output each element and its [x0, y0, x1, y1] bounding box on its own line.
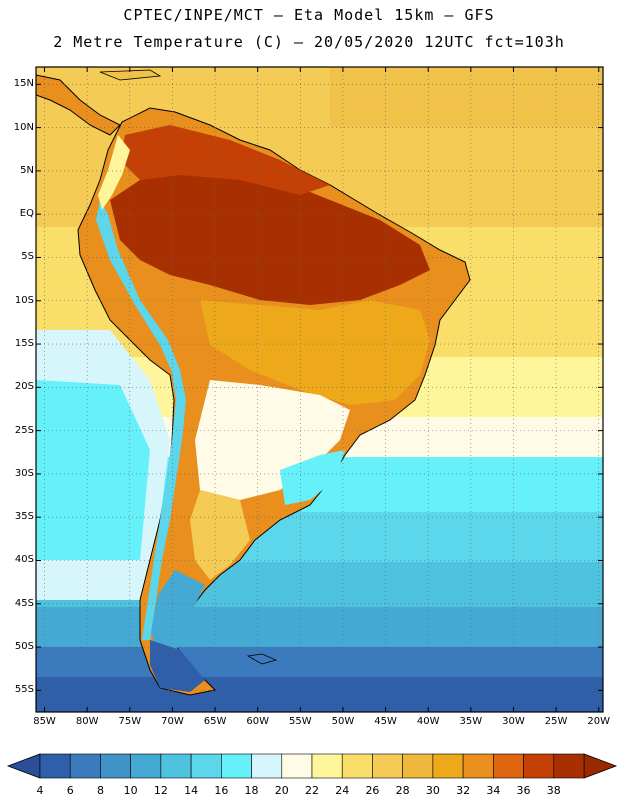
colorbar-swatch	[311, 753, 343, 779]
colorbar-swatch	[39, 753, 71, 779]
colorbar-swatch	[372, 753, 403, 779]
colorbar-swatch	[281, 753, 313, 779]
ocean-band-equatorial-east	[330, 67, 603, 127]
falkland-islands	[246, 653, 278, 665]
colorbar-label: 6	[66, 784, 74, 797]
latitude-label: EQ	[19, 208, 34, 220]
latitude-label: 5S	[21, 251, 34, 263]
longitude-label: 80W	[75, 716, 99, 727]
patagonia-warm-region	[190, 490, 250, 580]
longitude-label: 35W	[459, 716, 483, 727]
longitude-label: 40W	[416, 716, 440, 727]
colorbar-label: 26	[365, 784, 380, 797]
latitude-label: 55S	[14, 684, 34, 696]
patagonia-south-cool	[150, 570, 205, 660]
longitude-label: 50W	[331, 716, 355, 727]
axis-ticks	[36, 67, 603, 712]
tierra-del-fuego-cold	[150, 640, 205, 692]
andes-north-cool	[98, 135, 130, 210]
colorbar-low-arrow	[6, 753, 41, 779]
ocean-band-south1	[36, 607, 603, 647]
colorbar-label: 18	[244, 784, 259, 797]
colorbar-swatch	[130, 753, 162, 779]
longitude-label: 75W	[118, 716, 142, 727]
colorbar-swatch	[251, 753, 283, 779]
colorbar-swatch	[402, 753, 434, 779]
colorbar-label: 8	[96, 784, 104, 797]
colorbar-swatch	[493, 753, 524, 779]
colorbar-swatch	[462, 753, 494, 779]
map-subtitle: 2 Metre Temperature (C) – 20/05/2020 12U…	[53, 33, 565, 51]
colorbar-high-arrow	[583, 753, 618, 779]
andes-cold-strip	[96, 200, 186, 640]
longitude-label: 45W	[374, 716, 397, 727]
longitude-label: 70W	[161, 716, 184, 727]
northern-hot-region	[120, 125, 330, 195]
colorbar-label: 38	[546, 784, 561, 797]
latitude-label: 35S	[14, 511, 34, 523]
amazon-hot-core	[110, 170, 430, 305]
colorbar-label: 22	[305, 784, 319, 797]
latitude-label: 45S	[14, 597, 34, 609]
map-frame	[35, 66, 604, 713]
longitude-label: 30W	[502, 716, 525, 727]
pacific-cool-tongue-inner	[36, 380, 150, 560]
colorbar-label: 4	[36, 784, 44, 797]
colorbar-swatch	[100, 753, 131, 779]
longitude-label: 25W	[544, 716, 568, 727]
latitude-label: 15S	[14, 338, 34, 350]
colorbar-label: 16	[214, 784, 229, 797]
colorbar-label: 28	[395, 784, 410, 797]
latitude-label: 15N	[13, 78, 34, 90]
central-warm-region	[200, 300, 430, 405]
latitude-label: 10N	[13, 121, 34, 133]
colorbar-label: 34	[486, 784, 501, 797]
colorbar-label: 30	[425, 784, 440, 797]
colorbar-swatch	[341, 753, 373, 779]
colorbar-label: 10	[123, 784, 138, 797]
longitude-label: 20W	[587, 716, 611, 727]
longitude-label: 85W	[33, 716, 56, 727]
ocean-band-south3	[36, 677, 603, 712]
colorbar-label: 12	[153, 784, 168, 797]
colorbar-swatch	[160, 753, 192, 779]
southern-mild-region	[195, 380, 350, 500]
colorbar-label: 14	[184, 784, 199, 797]
longitude-label: 65W	[203, 716, 227, 727]
colorbar-swatch	[190, 753, 222, 779]
colorbar-label: 20	[274, 784, 289, 797]
colorbar	[6, 753, 618, 779]
latitude-label: 30S	[14, 467, 34, 479]
colorbar-swatch	[221, 753, 252, 779]
latitude-label: 5N	[20, 164, 34, 176]
colorbar-label: 24	[335, 784, 350, 797]
colorbar-swatch	[523, 753, 555, 779]
longitude-label: 60W	[246, 716, 269, 727]
colorbar-label: 32	[456, 784, 471, 797]
longitude-label: 55W	[289, 716, 312, 727]
uruguay-cool-region	[280, 450, 345, 505]
latitude-label: 20S	[14, 381, 34, 393]
colorbar-label: 36	[516, 784, 531, 797]
latitude-label: 10S	[14, 294, 34, 306]
central-america-land	[36, 74, 121, 136]
ocean-band-south2	[36, 647, 603, 677]
colorbar-swatch	[432, 753, 464, 779]
latitude-label: 50S	[14, 641, 34, 653]
map-title: CPTEC/INPE/MCT – Eta Model 15km – GFS	[123, 6, 495, 24]
latitude-label: 25S	[14, 424, 34, 436]
lat-lon-grid	[36, 67, 603, 712]
colorbar-swatch	[553, 753, 585, 779]
latitude-label: 40S	[14, 554, 34, 566]
colorbar-swatch	[69, 753, 101, 779]
